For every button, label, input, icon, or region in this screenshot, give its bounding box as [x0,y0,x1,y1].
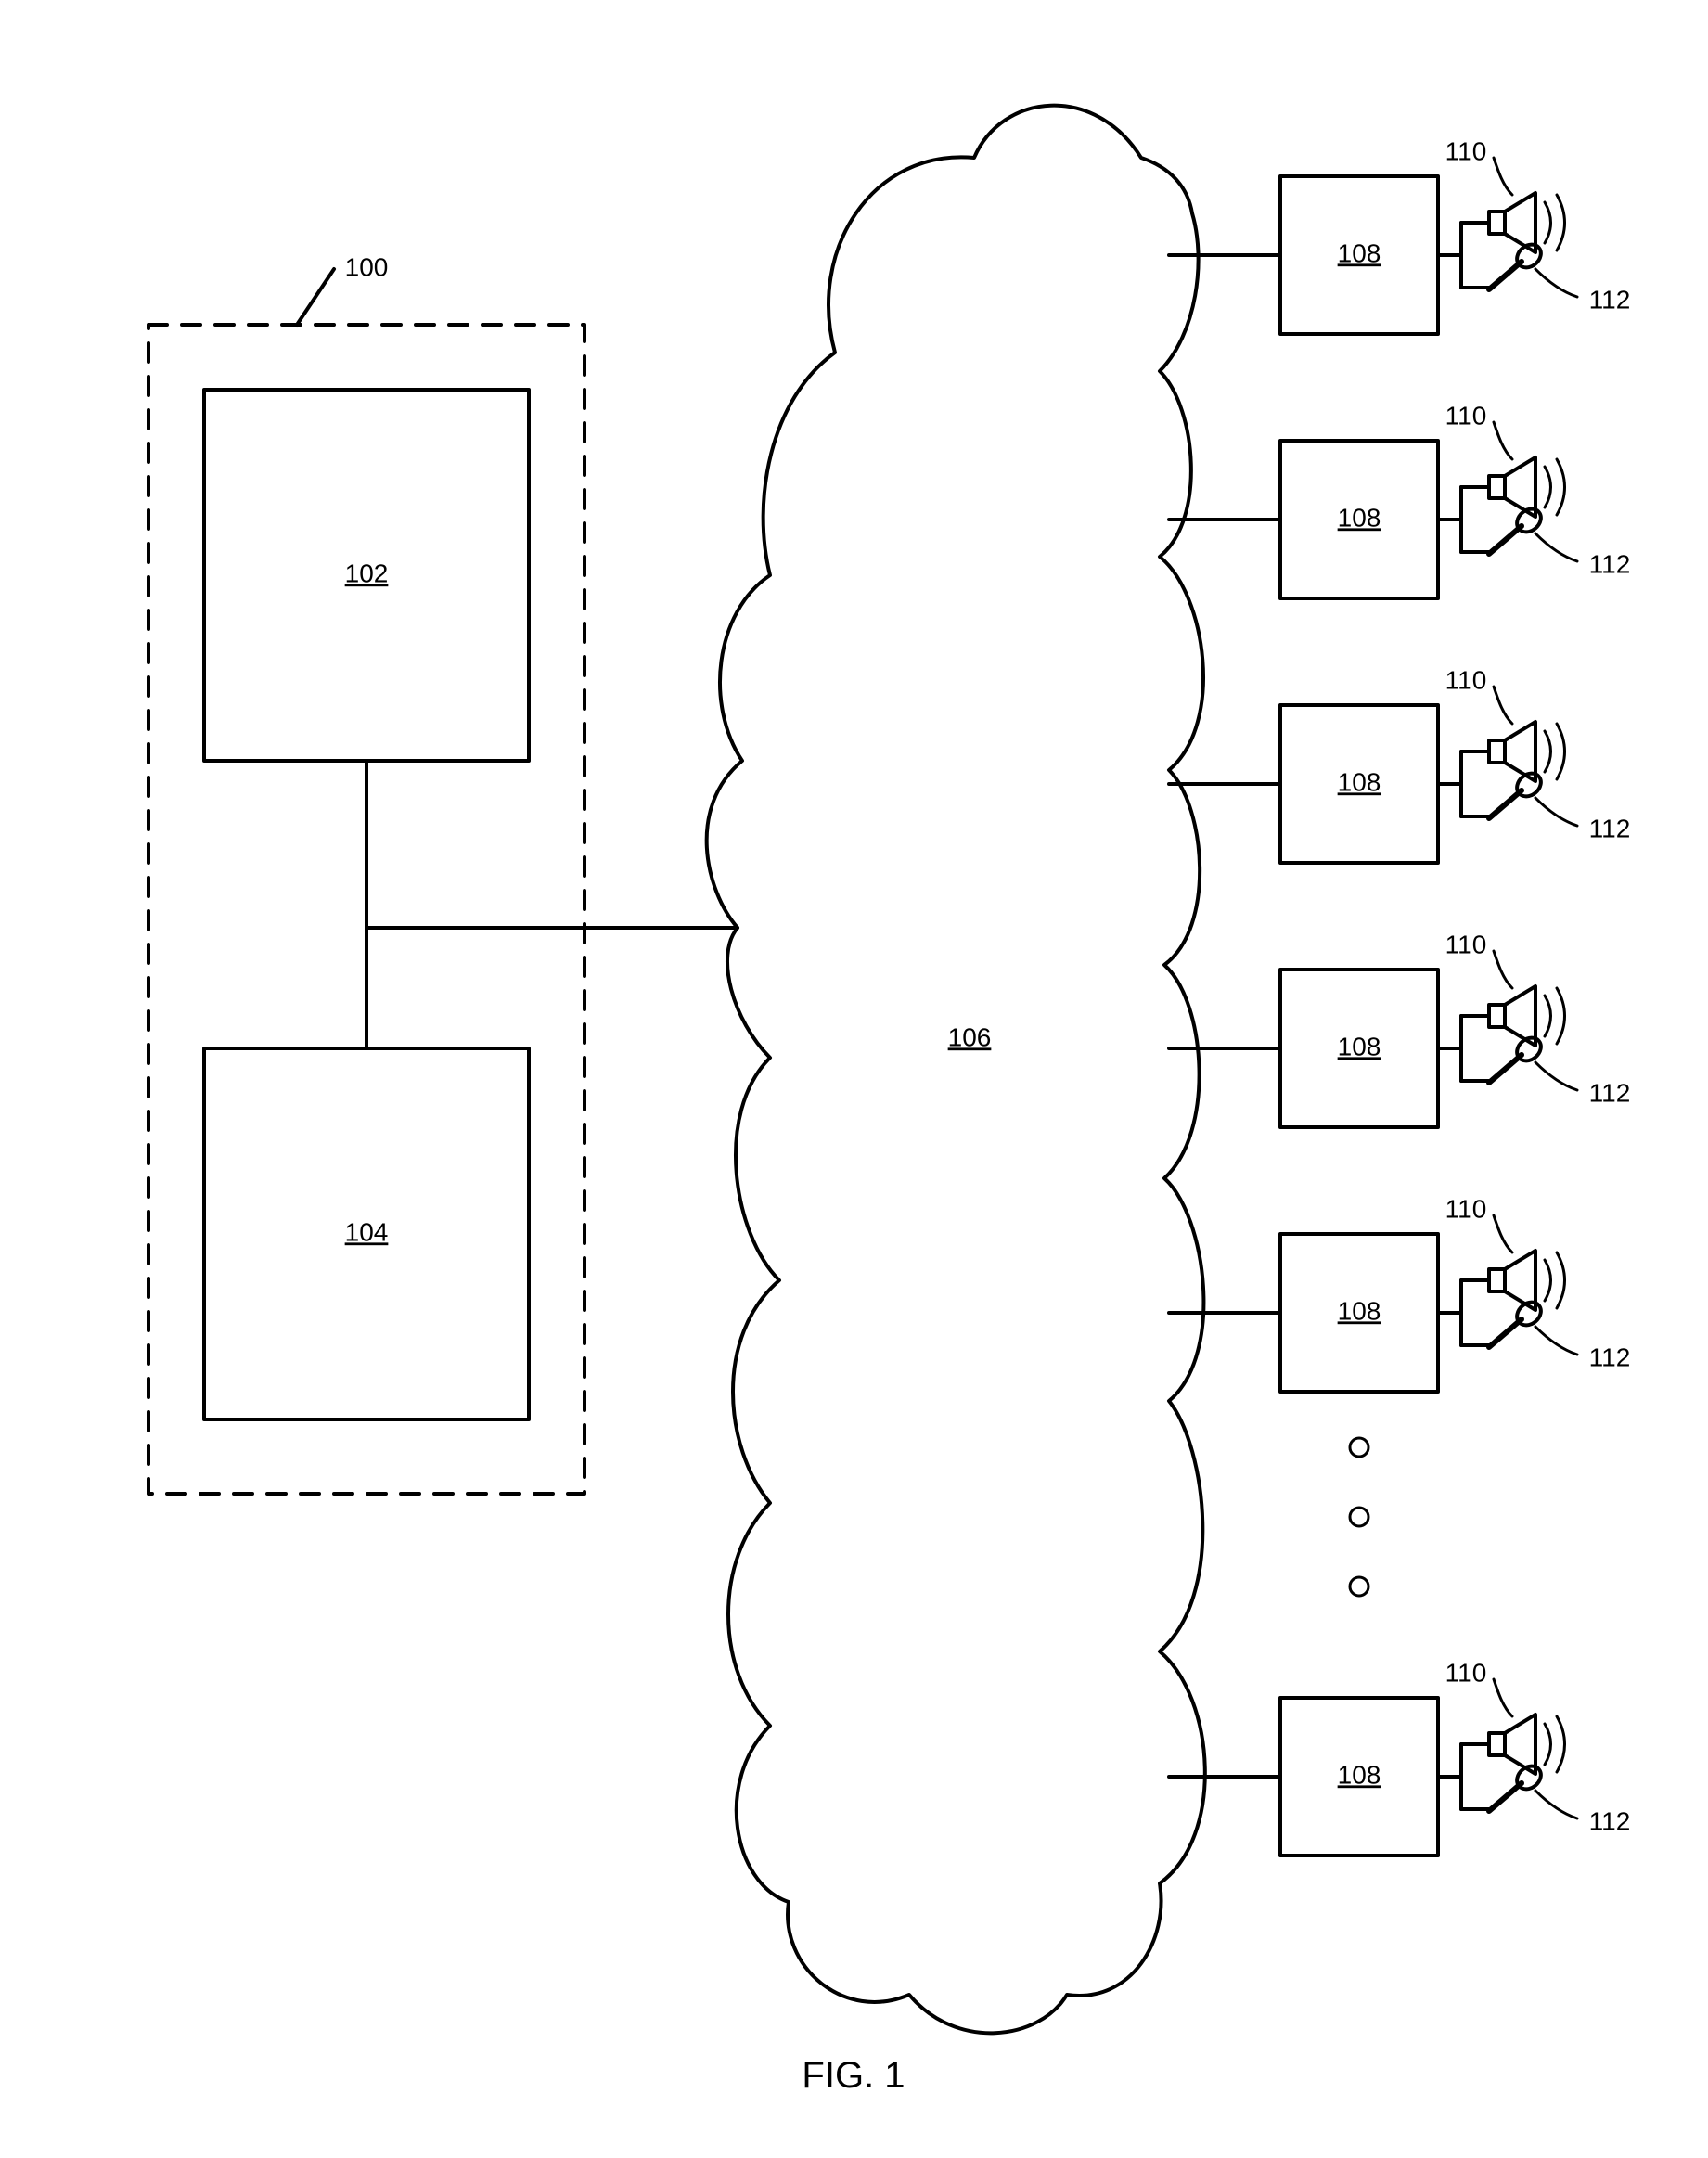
client-unit: 108 110 112 [1169,1658,1630,1856]
lead-line-112 [1535,269,1577,297]
sound-arc-icon [1557,988,1565,1044]
client-label: 108 [1338,503,1381,532]
lead-line-110 [1494,687,1512,724]
speaker-icon [1489,1005,1505,1027]
mic-handle-icon [1489,1319,1522,1347]
lead-line-110 [1494,1215,1512,1252]
speaker-icon [1489,1269,1505,1291]
label-102: 102 [345,559,389,587]
sound-arc-icon [1545,731,1551,772]
sound-arc-icon [1557,724,1565,779]
mic-handle-icon [1489,790,1522,818]
lead-line-100 [297,269,334,325]
sound-arc-icon [1545,467,1551,507]
sound-arc-icon [1545,202,1551,243]
lead-line-112 [1535,1791,1577,1818]
client-label: 108 [1338,767,1381,796]
label-110: 110 [1445,930,1487,958]
sound-arc-icon [1557,1716,1565,1772]
lead-line-110 [1494,158,1512,195]
label-112: 112 [1589,1806,1631,1835]
label-110: 110 [1445,136,1487,165]
label-112: 112 [1589,285,1631,314]
mic-handle-icon [1489,1055,1522,1083]
lead-line-110 [1494,951,1512,988]
ellipsis-dot [1350,1508,1368,1526]
lead-line-112 [1535,1062,1577,1090]
label-112: 112 [1589,1342,1631,1371]
mic-handle-icon [1489,1783,1522,1811]
speaker-icon [1489,476,1505,498]
client-unit: 108 110 112 [1169,665,1630,863]
speaker-icon [1489,1733,1505,1755]
lead-line-112 [1535,533,1577,561]
client-label: 108 [1338,238,1381,267]
lead-line-112 [1535,1327,1577,1355]
label-100: 100 [345,252,389,281]
lead-line-112 [1535,798,1577,826]
sound-arc-icon [1557,459,1565,515]
sound-arc-icon [1557,195,1565,250]
lead-line-110 [1494,422,1512,459]
label-112: 112 [1589,814,1631,842]
caption: FIG. 1 [802,2055,905,2096]
label-110: 110 [1445,1658,1487,1687]
label-112: 112 [1589,1078,1631,1107]
label-106: 106 [948,1022,992,1051]
client-unit: 108 110 112 [1169,930,1630,1127]
label-112: 112 [1589,549,1631,578]
label-110: 110 [1445,665,1487,694]
label-104: 104 [345,1217,389,1246]
mic-handle-icon [1489,526,1522,554]
ellipsis-dot [1350,1438,1368,1457]
speaker-icon [1489,740,1505,763]
sound-arc-icon [1545,1260,1551,1301]
client-unit: 108 110 112 [1169,1194,1630,1392]
client-label: 108 [1338,1760,1381,1789]
client-unit: 108 110 112 [1169,401,1630,598]
ellipsis-dot [1350,1577,1368,1596]
sound-arc-icon [1557,1252,1565,1308]
speaker-icon [1489,212,1505,234]
sound-arc-icon [1545,1724,1551,1765]
client-label: 108 [1338,1296,1381,1325]
client-label: 108 [1338,1032,1381,1060]
cloud [707,106,1205,2034]
mic-handle-icon [1489,262,1522,289]
label-110: 110 [1445,401,1487,430]
label-110: 110 [1445,1194,1487,1223]
lead-line-110 [1494,1679,1512,1716]
sound-arc-icon [1545,996,1551,1036]
client-unit: 108 110 112 [1169,136,1630,334]
